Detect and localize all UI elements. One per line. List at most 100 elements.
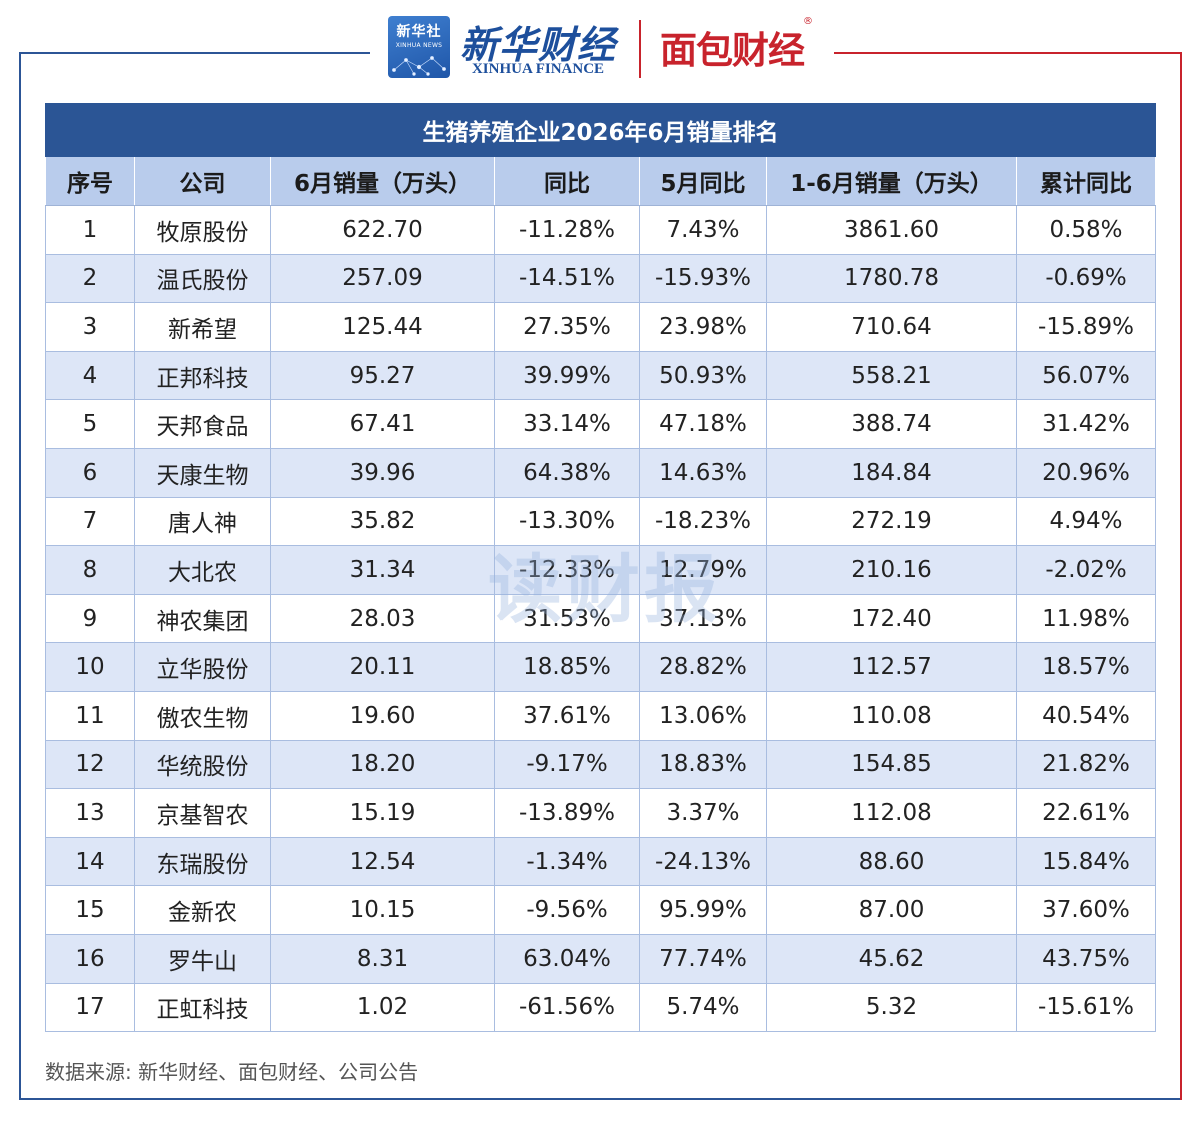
may-yoy-cell: 95.99% xyxy=(639,885,767,935)
ytd-yoy-cell: 0.58% xyxy=(1015,205,1157,255)
table-row: 4 正邦科技 95.27 39.99% 50.93% 558.21 56.07% xyxy=(45,350,1157,401)
table-row: 17 正虹科技 1.02 -61.56% 5.74% 5.32 -15.61% xyxy=(45,982,1157,1033)
mianbao-finance-logo: 面包财经 xyxy=(660,29,805,72)
ytd-sales-cell: 272.19 xyxy=(766,496,1017,547)
june-sales-cell: 622.70 xyxy=(270,205,495,255)
yoy-cell: -12.33% xyxy=(494,545,640,595)
may-yoy-cell: 50.93% xyxy=(639,350,767,401)
yoy-cell: -9.17% xyxy=(494,739,640,790)
table-row: 14 东瑞股份 12.54 -1.34% -24.13% 88.60 15.84% xyxy=(45,836,1157,887)
may-yoy-cell: 14.63% xyxy=(639,447,767,498)
june-sales-cell: 125.44 xyxy=(270,302,495,352)
ytd-yoy-cell: 56.07% xyxy=(1015,350,1157,401)
june-sales-cell: 67.41 xyxy=(270,399,495,449)
rank-cell: 4 xyxy=(45,350,135,401)
company-cell: 京基智农 xyxy=(134,788,271,838)
ytd-yoy-cell: 15.84% xyxy=(1015,836,1157,887)
table-title-row: 生猪养殖企业2026年6月销量排名 xyxy=(44,103,1157,157)
june-sales-cell: 12.54 xyxy=(270,836,495,887)
column-header: 累计同比 xyxy=(1015,156,1157,206)
ytd-sales-cell: 172.40 xyxy=(766,593,1017,644)
rank-cell: 6 xyxy=(45,447,135,498)
june-sales-cell: 19.60 xyxy=(270,690,495,741)
june-sales-cell: 8.31 xyxy=(270,933,495,984)
frame-top-left-line xyxy=(19,52,370,54)
rank-cell: 5 xyxy=(45,399,135,449)
june-sales-cell: 20.11 xyxy=(270,642,495,692)
may-yoy-cell: -24.13% xyxy=(639,836,767,887)
company-cell: 新希望 xyxy=(134,302,271,352)
company-cell: 牧原股份 xyxy=(134,205,271,255)
may-yoy-cell: 12.79% xyxy=(639,545,767,595)
rank-cell: 9 xyxy=(45,593,135,644)
frame-bottom-line xyxy=(19,1098,1182,1100)
june-sales-cell: 18.20 xyxy=(270,739,495,790)
table-row: 13 京基智农 15.19 -13.89% 3.37% 112.08 22.61% xyxy=(45,788,1157,838)
rank-cell: 15 xyxy=(45,885,135,935)
june-sales-cell: 39.96 xyxy=(270,447,495,498)
company-cell: 唐人神 xyxy=(134,496,271,547)
table-header-row: 序号 公司 6月销量（万头） 同比 5月同比 1-6月销量（万头） 累计同比 xyxy=(45,156,1157,206)
june-sales-cell: 31.34 xyxy=(270,545,495,595)
column-header: 公司 xyxy=(134,156,271,206)
company-cell: 天邦食品 xyxy=(134,399,271,449)
rank-cell: 10 xyxy=(45,642,135,692)
ytd-yoy-cell: -15.61% xyxy=(1015,982,1157,1033)
xinhua-news-logo: 新华社 XINHUA NEWS xyxy=(388,16,450,78)
june-sales-cell: 28.03 xyxy=(270,593,495,644)
june-sales-cell: 35.82 xyxy=(270,496,495,547)
company-cell: 温氏股份 xyxy=(134,253,271,304)
may-yoy-cell: 5.74% xyxy=(639,982,767,1033)
xinhua-finance-en-logo: XINHUA FINANCE xyxy=(471,61,605,77)
data-source-note: 数据来源: 新华财经、面包财经、公司公告 xyxy=(45,1060,419,1084)
may-yoy-cell: 13.06% xyxy=(639,690,767,741)
ytd-yoy-cell: 11.98% xyxy=(1015,593,1157,644)
rank-cell: 14 xyxy=(45,836,135,887)
rank-cell: 12 xyxy=(45,739,135,790)
may-yoy-cell: 28.82% xyxy=(639,642,767,692)
table-row: 7 唐人神 35.82 -13.30% -18.23% 272.19 4.94% xyxy=(45,496,1157,547)
column-header: 序号 xyxy=(45,156,135,206)
yoy-cell: -61.56% xyxy=(494,982,640,1033)
table-row: 8 大北农 31.34 -12.33% 12.79% 210.16 -2.02% xyxy=(45,545,1157,595)
ytd-sales-cell: 388.74 xyxy=(766,399,1017,449)
company-cell: 正虹科技 xyxy=(134,982,271,1033)
ytd-yoy-cell: -0.69% xyxy=(1015,253,1157,304)
table-row: 3 新希望 125.44 27.35% 23.98% 710.64 -15.89% xyxy=(45,302,1157,352)
ytd-sales-cell: 5.32 xyxy=(766,982,1017,1033)
table-row: 1 牧原股份 622.70 -11.28% 7.43% 3861.60 0.58% xyxy=(45,205,1157,255)
rank-cell: 11 xyxy=(45,690,135,741)
xinhua-logo-text: 新华社 xyxy=(396,24,442,40)
ytd-sales-cell: 154.85 xyxy=(766,739,1017,790)
june-sales-cell: 15.19 xyxy=(270,788,495,838)
company-cell: 罗牛山 xyxy=(134,933,271,984)
rank-cell: 7 xyxy=(45,496,135,547)
rank-cell: 8 xyxy=(45,545,135,595)
xinhua-logo-subtext: XINHUA NEWS xyxy=(395,42,443,49)
company-cell: 神农集团 xyxy=(134,593,271,644)
ytd-yoy-cell: 37.60% xyxy=(1015,885,1157,935)
june-sales-cell: 95.27 xyxy=(270,350,495,401)
ytd-yoy-cell: 4.94% xyxy=(1015,496,1157,547)
may-yoy-cell: 77.74% xyxy=(639,933,767,984)
table-row: 16 罗牛山 8.31 63.04% 77.74% 45.62 43.75% xyxy=(45,933,1157,984)
ytd-yoy-cell: -15.89% xyxy=(1015,302,1157,352)
company-cell: 大北农 xyxy=(134,545,271,595)
may-yoy-cell: 3.37% xyxy=(639,788,767,838)
yoy-cell: 33.14% xyxy=(494,399,640,449)
column-header: 6月销量（万头） xyxy=(270,156,495,206)
company-cell: 立华股份 xyxy=(134,642,271,692)
yoy-cell: 18.85% xyxy=(494,642,640,692)
may-yoy-cell: 18.83% xyxy=(639,739,767,790)
yoy-cell: 27.35% xyxy=(494,302,640,352)
ytd-sales-cell: 110.08 xyxy=(766,690,1017,741)
ytd-yoy-cell: 18.57% xyxy=(1015,642,1157,692)
yoy-cell: -14.51% xyxy=(494,253,640,304)
table-row: 15 金新农 10.15 -9.56% 95.99% 87.00 37.60% xyxy=(45,885,1157,935)
company-cell: 华统股份 xyxy=(134,739,271,790)
company-cell: 正邦科技 xyxy=(134,350,271,401)
column-header: 5月同比 xyxy=(639,156,767,206)
table-title: 生猪养殖企业2026年6月销量排名 xyxy=(44,103,1157,157)
yoy-cell: 37.61% xyxy=(494,690,640,741)
table-row: 10 立华股份 20.11 18.85% 28.82% 112.57 18.57% xyxy=(45,642,1157,692)
